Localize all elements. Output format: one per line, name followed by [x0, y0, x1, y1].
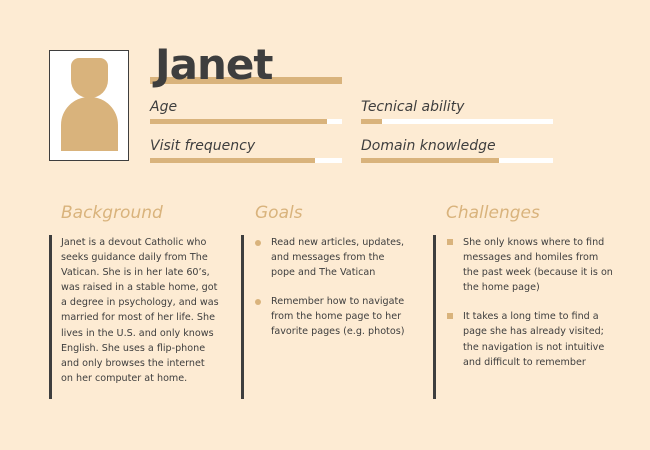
background-text: Janet is a devout Catholic who seeks gui… — [61, 237, 219, 384]
metric-label: Domain knowledge — [361, 138, 496, 154]
challenge-item: It takes a long time to find a page she … — [447, 309, 613, 369]
goals-divider — [241, 235, 244, 399]
bullet-dot-icon — [255, 240, 261, 246]
goals-title: Goals — [255, 203, 303, 223]
challenges-title: Challenges — [446, 203, 540, 223]
metric-label: Age — [150, 99, 178, 115]
metric-label: Tecnical ability — [361, 99, 465, 115]
bullet-square-icon — [447, 239, 453, 245]
metric-bar-fill — [150, 119, 327, 124]
metric-bar — [150, 158, 342, 163]
metric-bar — [361, 158, 553, 163]
avatar — [49, 50, 129, 161]
bullet-square-icon — [447, 313, 453, 320]
goals-list: Read new articles, updates, and messages… — [255, 235, 411, 354]
metric-visit-frequency: Visit frequency — [150, 137, 342, 163]
avatar-body-icon — [61, 97, 118, 151]
goal-item: Remember how to navigate from the home p… — [255, 294, 411, 339]
bullet-dot-icon — [255, 299, 261, 306]
metric-bar-fill — [361, 119, 383, 124]
persona-name: Janet — [155, 40, 273, 89]
challenge-item: She only knows where to find messages an… — [447, 235, 613, 295]
metric-technical-ability: Tecnical ability — [361, 98, 553, 124]
background-divider — [49, 235, 52, 399]
metric-age: Age — [150, 98, 342, 124]
challenge-text: It takes a long time to find a page she … — [463, 311, 605, 368]
goal-item: Read new articles, updates, and messages… — [255, 235, 411, 280]
challenges-list: She only knows where to find messages an… — [447, 235, 613, 384]
metric-bar-fill — [361, 158, 500, 163]
metric-bar — [361, 119, 553, 124]
name-underline — [150, 77, 342, 84]
metric-bar — [150, 119, 342, 124]
challenges-divider — [433, 235, 436, 399]
goal-text: Read new articles, updates, and messages… — [271, 237, 405, 279]
avatar-head-icon — [71, 58, 108, 98]
metric-bar-fill — [150, 158, 316, 163]
background-title: Background — [61, 203, 163, 223]
metric-domain-knowledge: Domain knowledge — [361, 137, 553, 163]
goal-text: Remember how to navigate from the home p… — [271, 296, 405, 338]
metric-label: Visit frequency — [150, 138, 256, 154]
challenge-text: She only knows where to find messages an… — [463, 237, 613, 294]
